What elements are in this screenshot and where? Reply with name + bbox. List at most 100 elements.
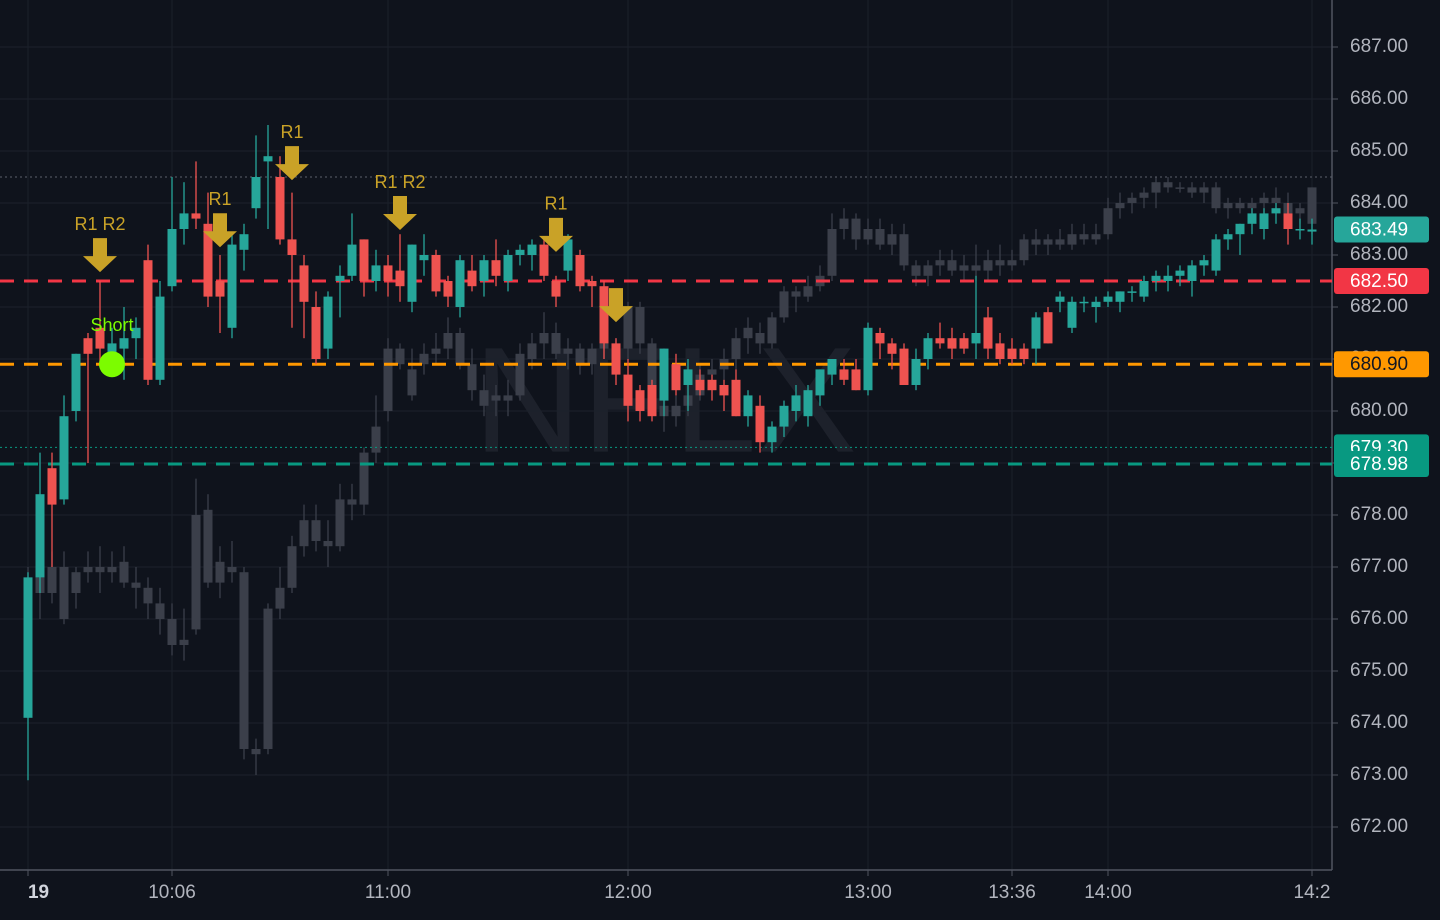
candle-body — [1127, 291, 1137, 293]
candle-body — [1247, 213, 1257, 224]
signal-arrow — [202, 213, 237, 248]
candle-body — [1259, 213, 1269, 229]
y-tick-label: 678.00 — [1350, 504, 1408, 525]
overlay-candle-body — [359, 452, 369, 505]
y-tick-label: 687.00 — [1350, 36, 1408, 57]
candle-body — [443, 280, 453, 297]
candle-body — [1139, 280, 1149, 297]
overlay-candle-body — [455, 332, 465, 365]
overlay-candle-body — [311, 520, 321, 541]
candle-body — [971, 332, 981, 344]
y-tick-label: 677.00 — [1350, 556, 1408, 577]
candle-body — [515, 249, 525, 255]
candle-body — [71, 353, 81, 411]
overlay-candle-body — [203, 509, 213, 583]
candle-body — [983, 317, 993, 349]
overlay-candle-body — [1043, 239, 1053, 245]
overlay-candle-body — [707, 369, 717, 375]
candle-body — [635, 390, 645, 411]
signal-arrow — [274, 146, 309, 181]
signal-arrow — [82, 238, 117, 273]
candle-body — [1199, 260, 1209, 266]
x-tick-label: 14:00 — [1084, 882, 1132, 903]
overlay-candle-body — [155, 603, 165, 620]
candle-body — [1187, 265, 1197, 281]
candle-body — [1043, 312, 1053, 344]
overlay-candle-body — [887, 234, 897, 245]
candle-body — [323, 296, 333, 349]
candle-body — [671, 364, 681, 391]
overlay-candle-body — [227, 566, 237, 573]
candle-body — [107, 343, 117, 359]
signal-label: R1 R2 — [74, 214, 125, 234]
candle-body — [995, 343, 1005, 359]
overlay-candle-body — [779, 291, 789, 318]
overlay-candle-body — [1055, 239, 1065, 245]
overlay-candle-body — [875, 228, 885, 245]
candle-body — [287, 239, 297, 255]
overlay-candle-body — [767, 317, 777, 344]
overlay-candle-body — [299, 520, 309, 547]
y-tick-label: 682.00 — [1350, 296, 1408, 317]
overlay-candle-body — [407, 369, 417, 396]
overlay-candle-body — [347, 499, 357, 505]
signal-label: R1 — [208, 189, 231, 209]
overlay-candle-body — [923, 265, 933, 276]
y-tick-label: 672.00 — [1350, 816, 1408, 837]
candle-body — [383, 265, 393, 281]
candle-body — [1307, 229, 1317, 232]
overlay-candle-body — [743, 327, 753, 339]
overlay-candle-body — [83, 566, 93, 573]
overlay-candle-body — [191, 514, 201, 630]
signal-label: R1 — [544, 194, 567, 214]
candle-body — [803, 390, 813, 417]
overlay-candle-body — [1127, 197, 1137, 203]
overlay-candle-body — [503, 395, 513, 401]
overlay-candle-body — [1271, 197, 1281, 203]
candle-body — [191, 213, 201, 219]
overlay-candle-body — [479, 390, 489, 406]
overlay-candle-body — [251, 749, 261, 755]
candle-body — [1115, 291, 1125, 302]
overlay-candle-body — [983, 260, 993, 271]
candle-body — [155, 296, 165, 380]
x-tick-label: 10:06 — [148, 882, 196, 903]
candle-body — [539, 244, 549, 276]
candle-body — [467, 270, 477, 287]
candle-body — [875, 332, 885, 344]
candle-body — [683, 369, 693, 385]
x-tick-label: 13:00 — [844, 882, 892, 903]
candle-body — [1055, 296, 1065, 302]
overlay-candle-body — [419, 353, 429, 365]
overlay-candle-body — [431, 348, 441, 354]
x-tick-label: 19 — [28, 882, 49, 903]
price-label-box — [1334, 451, 1429, 478]
overlay-candle-body — [323, 540, 333, 547]
overlay-candle-body — [995, 260, 1005, 266]
overlay-candle-body — [863, 228, 873, 240]
candle-body — [419, 254, 429, 261]
candle-body — [503, 254, 513, 281]
candle-body — [947, 338, 957, 349]
overlay-candle-body — [935, 260, 945, 266]
overlay-candle-body — [371, 426, 381, 453]
candle-body — [911, 358, 921, 385]
candle-body — [1031, 317, 1041, 349]
overlay-candle-body — [959, 265, 969, 271]
y-tick-label: 684.00 — [1350, 192, 1408, 213]
y-tick-label: 676.00 — [1350, 608, 1408, 629]
overlay-candle-body — [1211, 187, 1221, 209]
x-tick-label: 14:2 — [1294, 882, 1331, 903]
overlay-candle-body — [215, 561, 225, 583]
overlay-candle-body — [143, 587, 153, 604]
overlay-candle-body — [1295, 208, 1305, 214]
candle-body — [335, 275, 345, 281]
candle-body — [1079, 301, 1089, 304]
signal-label: R1 — [280, 122, 303, 142]
overlay-candle-body — [167, 619, 177, 646]
candle-body — [731, 379, 741, 417]
overlay-candle-body — [1247, 202, 1257, 209]
price-label-box — [1334, 216, 1429, 243]
candle-body — [1007, 348, 1017, 359]
